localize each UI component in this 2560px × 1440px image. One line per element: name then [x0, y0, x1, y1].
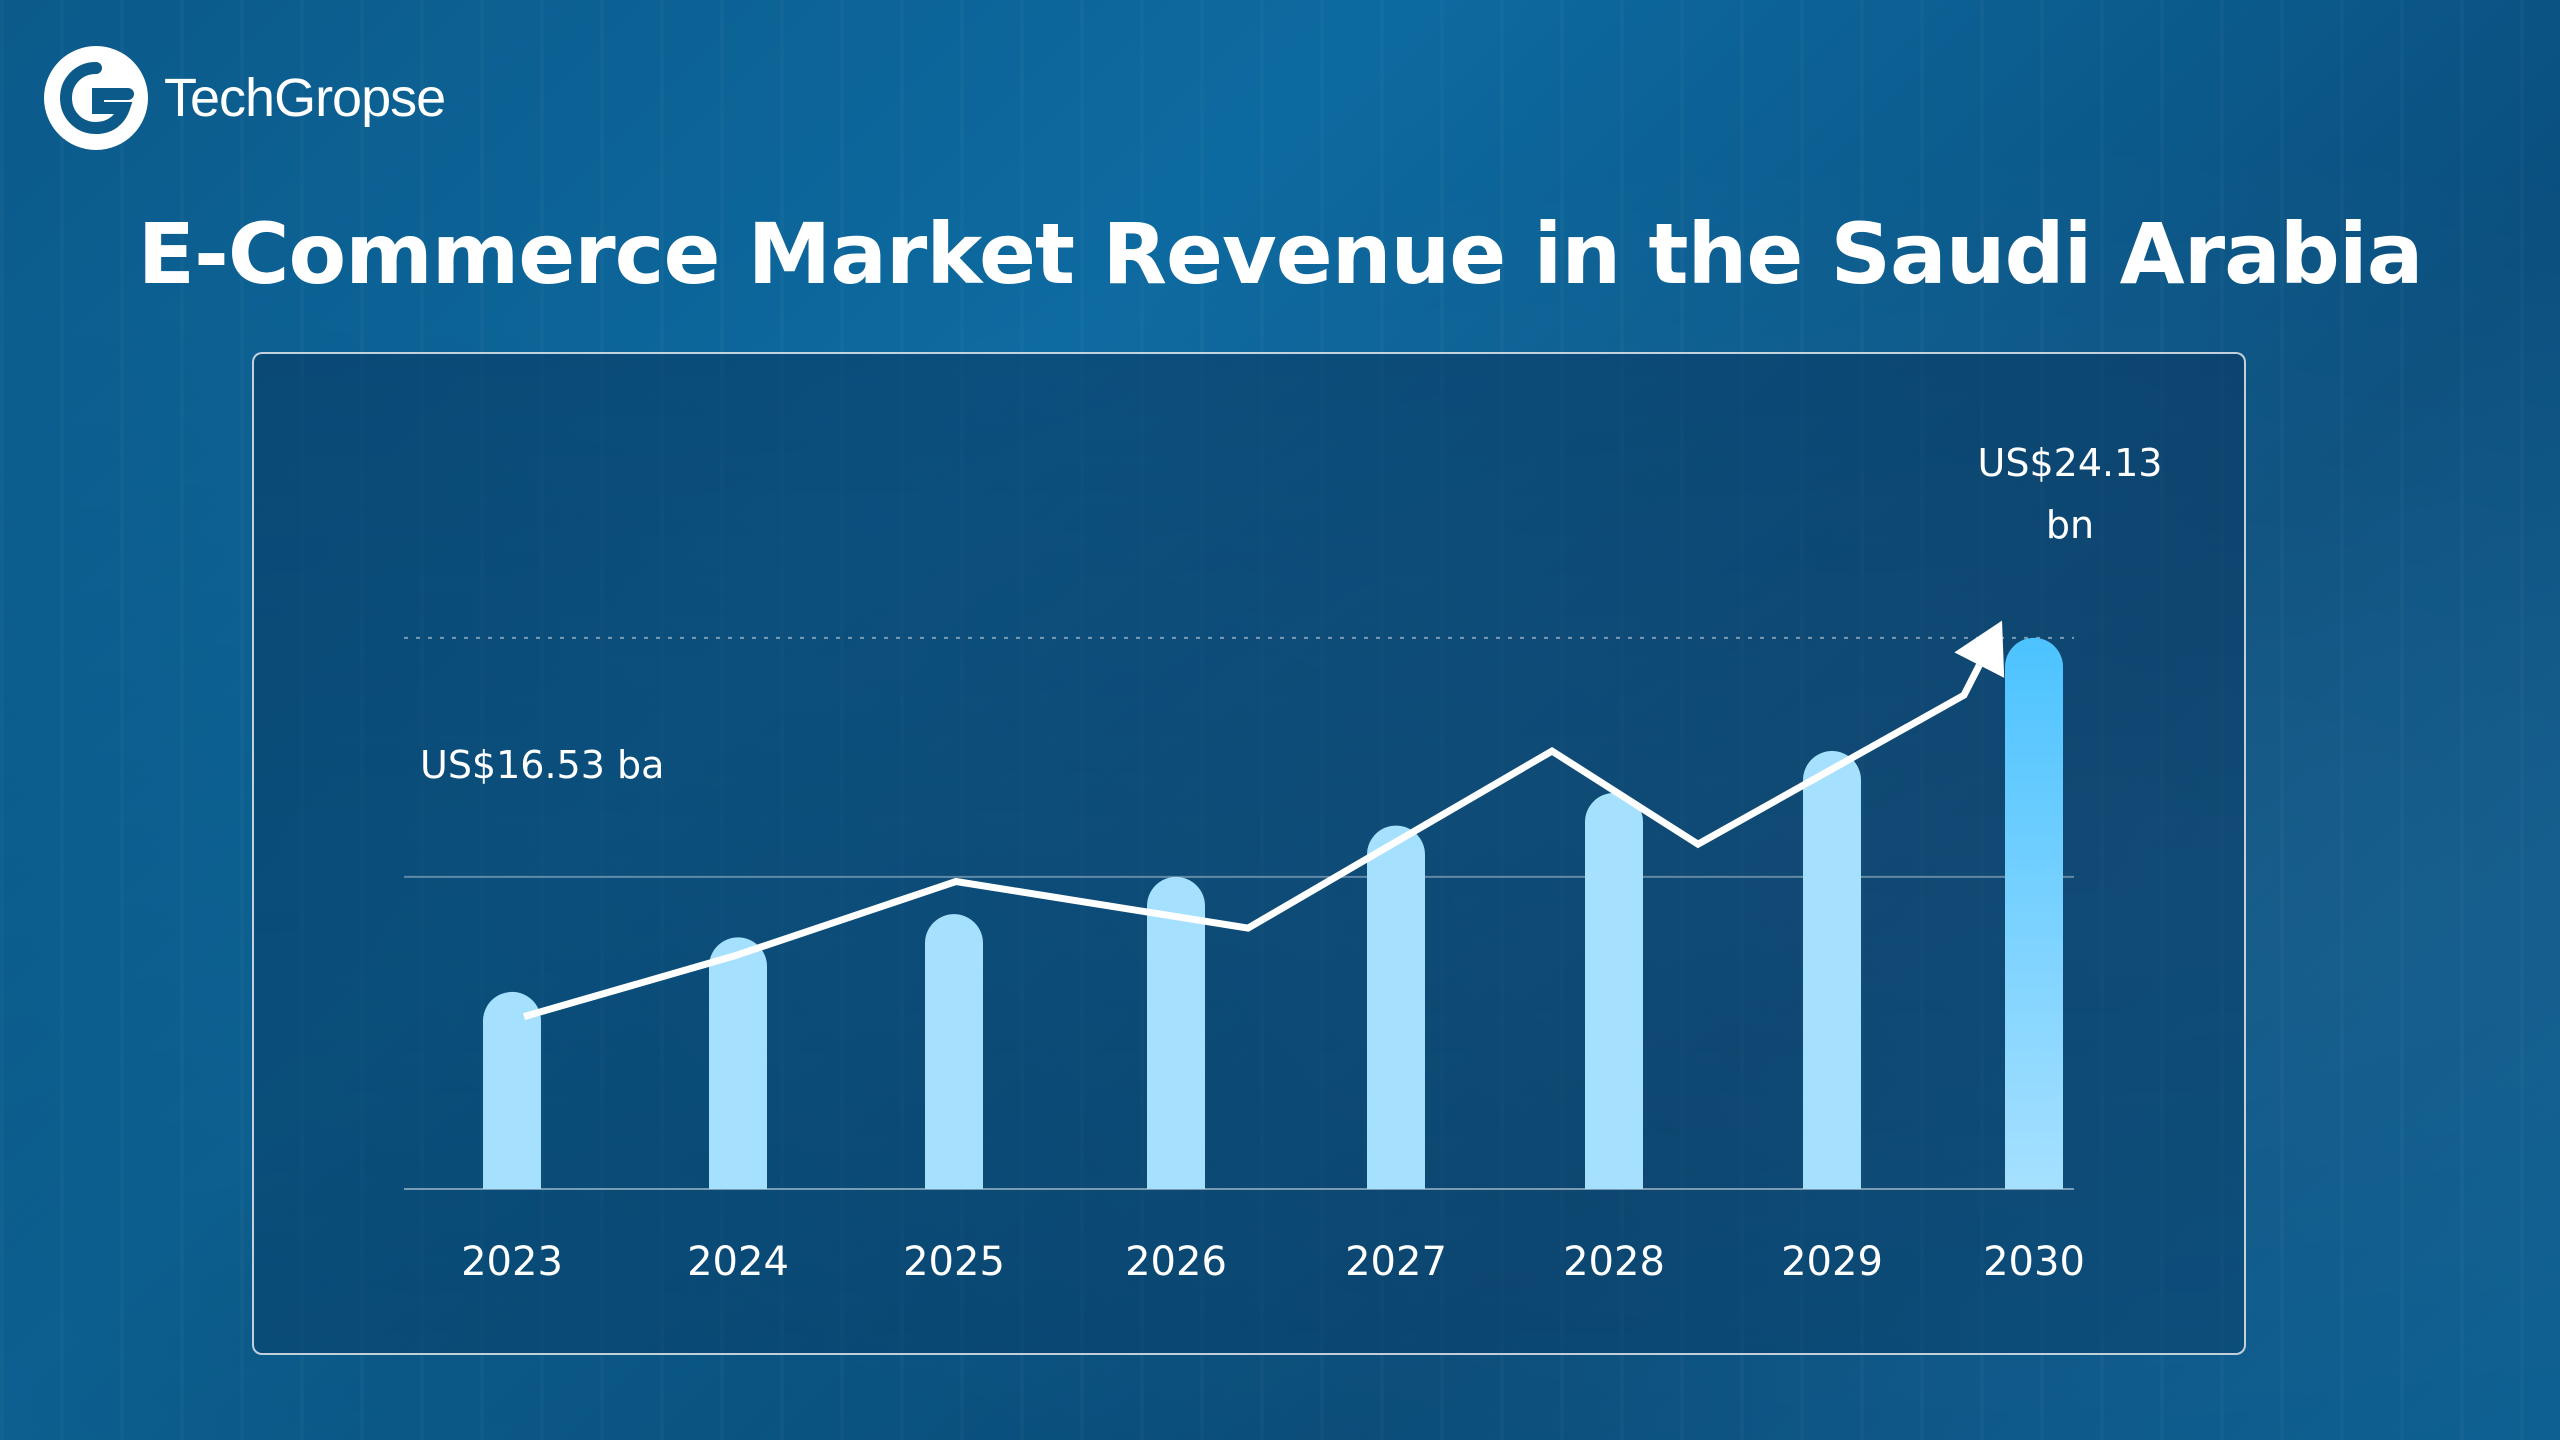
bar-2023 — [483, 991, 541, 1189]
g-logo-icon — [44, 46, 148, 150]
revenue-chart: 2023 2024 2025 2026 2027 2028 2029 2030 US$16.5… — [404, 441, 2163, 1285]
bar-2027 — [1367, 825, 1425, 1189]
brand-name: TechGropse — [164, 68, 446, 128]
brand-logo: TechGropse — [40, 42, 446, 154]
x-tick-2024: 2024 — [687, 1239, 789, 1285]
x-tick-2030: 2030 — [1983, 1239, 2085, 1285]
x-tick-2026: 2026 — [1125, 1239, 1227, 1285]
x-tick-2029: 2029 — [1781, 1239, 1883, 1285]
start-value-label: US$16.53 ba — [420, 743, 664, 787]
chart-panel: 2023 2024 2025 2026 2027 2028 2029 2030 US$16.5… — [252, 352, 2246, 1355]
x-tick-2027: 2027 — [1345, 1239, 1447, 1285]
bar-2028 — [1585, 792, 1643, 1189]
x-tick-2028: 2028 — [1563, 1239, 1665, 1285]
x-tick-2023: 2023 — [461, 1239, 563, 1285]
bar-2026 — [1147, 876, 1205, 1189]
trend-line — [523, 663, 1983, 1020]
trend-arrowhead — [1954, 620, 2005, 678]
bar-2024 — [709, 937, 767, 1189]
bar-2029 — [1803, 751, 1861, 1189]
bar-2025 — [925, 914, 983, 1189]
end-value-label-line1: US$24.13 — [1978, 441, 2163, 485]
x-tick-2025: 2025 — [903, 1239, 1005, 1285]
page-title: E-Commerce Market Revenue in the Saudi A… — [137, 205, 2424, 303]
bar-2030 — [2005, 637, 2063, 1189]
end-value-label-line2: bn — [2046, 503, 2094, 547]
